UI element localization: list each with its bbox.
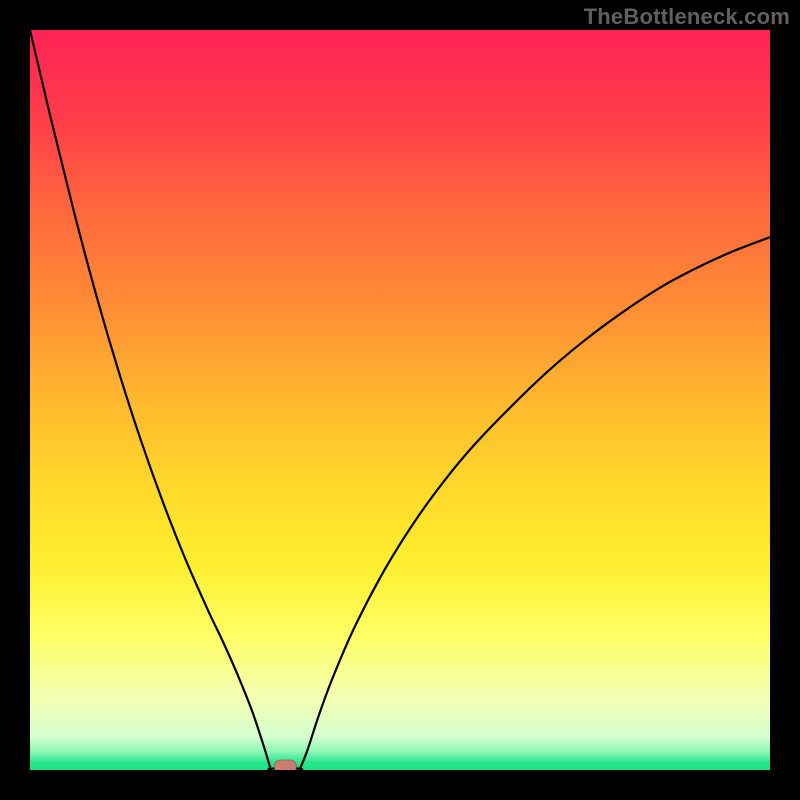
gradient-background	[30, 30, 770, 770]
optimal-marker	[274, 760, 296, 770]
chart-frame: TheBottleneck.com	[0, 0, 800, 800]
chart-svg	[30, 30, 770, 770]
plot-area	[30, 30, 770, 770]
watermark-text: TheBottleneck.com	[584, 4, 790, 30]
